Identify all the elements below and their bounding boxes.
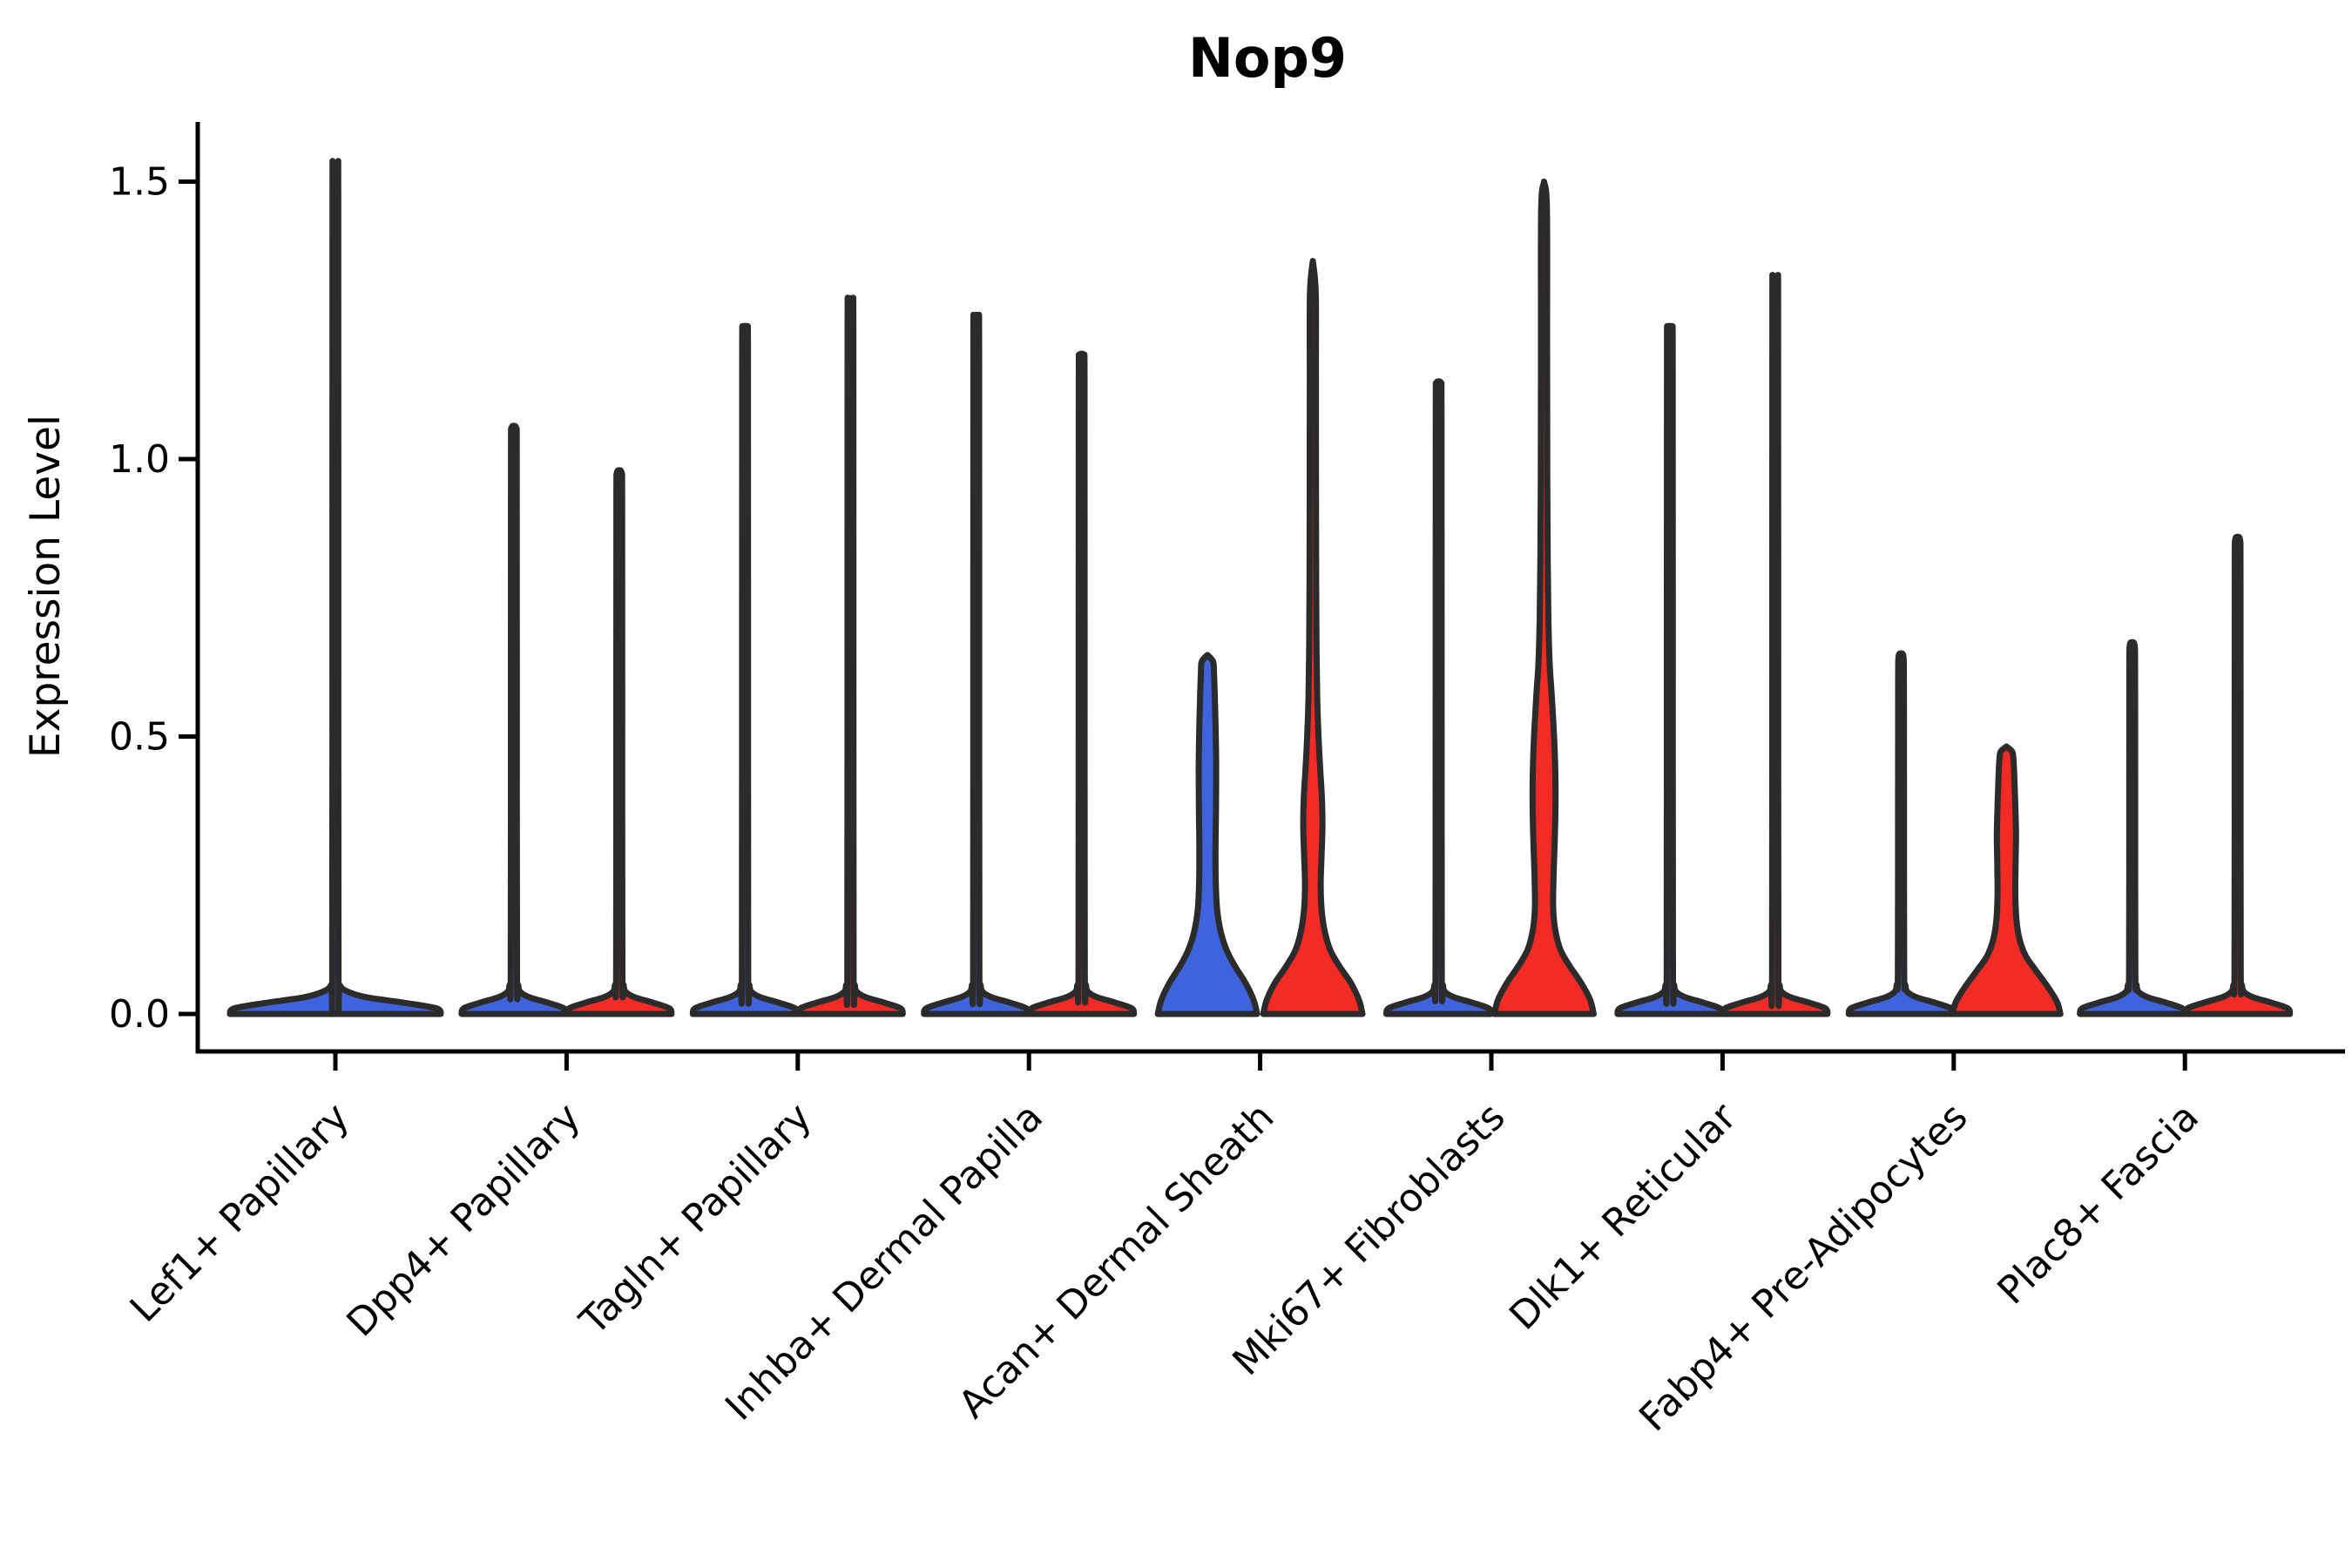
violin-5-right-red	[1491, 179, 1597, 1017]
violin-5-left-blue	[1383, 378, 1494, 1017]
violin-8-left-blue	[2077, 639, 2188, 1017]
violin-1-right-red	[564, 467, 675, 1017]
y-axis-tick-label: 1.5	[109, 160, 170, 205]
y-axis-title: Expression Level	[22, 415, 70, 758]
x-axis-label-2: Tagln+ Papillary	[571, 1095, 820, 1344]
x-axis-label-0: Lef1+ Papillary	[122, 1095, 358, 1331]
y-axis-tick-label: 0.5	[109, 715, 170, 760]
violin-0-center-blue	[226, 158, 444, 1017]
x-axis-label-6: Dlk1+ Reticular	[1501, 1094, 1746, 1339]
y-axis-tick-label: 0.0	[109, 992, 170, 1037]
violin-7-left-blue	[1845, 650, 1957, 1017]
violin-8-right-red	[2182, 533, 2294, 1017]
violin-2-right-red	[794, 294, 906, 1017]
violin-3-right-red	[1026, 350, 1138, 1017]
x-axis-label-1: Dpp4+ Papillary	[339, 1095, 590, 1346]
chart-title: Nop9	[1188, 26, 1347, 90]
violin-7-right-red	[1949, 743, 2064, 1017]
violin-4-right-red	[1260, 258, 1366, 1017]
violin-6-right-red	[1720, 272, 1831, 1017]
violin-6-left-blue	[1614, 322, 1726, 1017]
violin-3-left-blue	[921, 311, 1032, 1017]
violin-4-left-blue	[1154, 652, 1260, 1017]
x-axis-label-8: Plac8+ Fascia	[1989, 1095, 2207, 1314]
y-axis-tick-label: 1.0	[109, 437, 170, 482]
violin-2-left-blue	[689, 322, 801, 1017]
violin-1-left-blue	[458, 422, 570, 1017]
